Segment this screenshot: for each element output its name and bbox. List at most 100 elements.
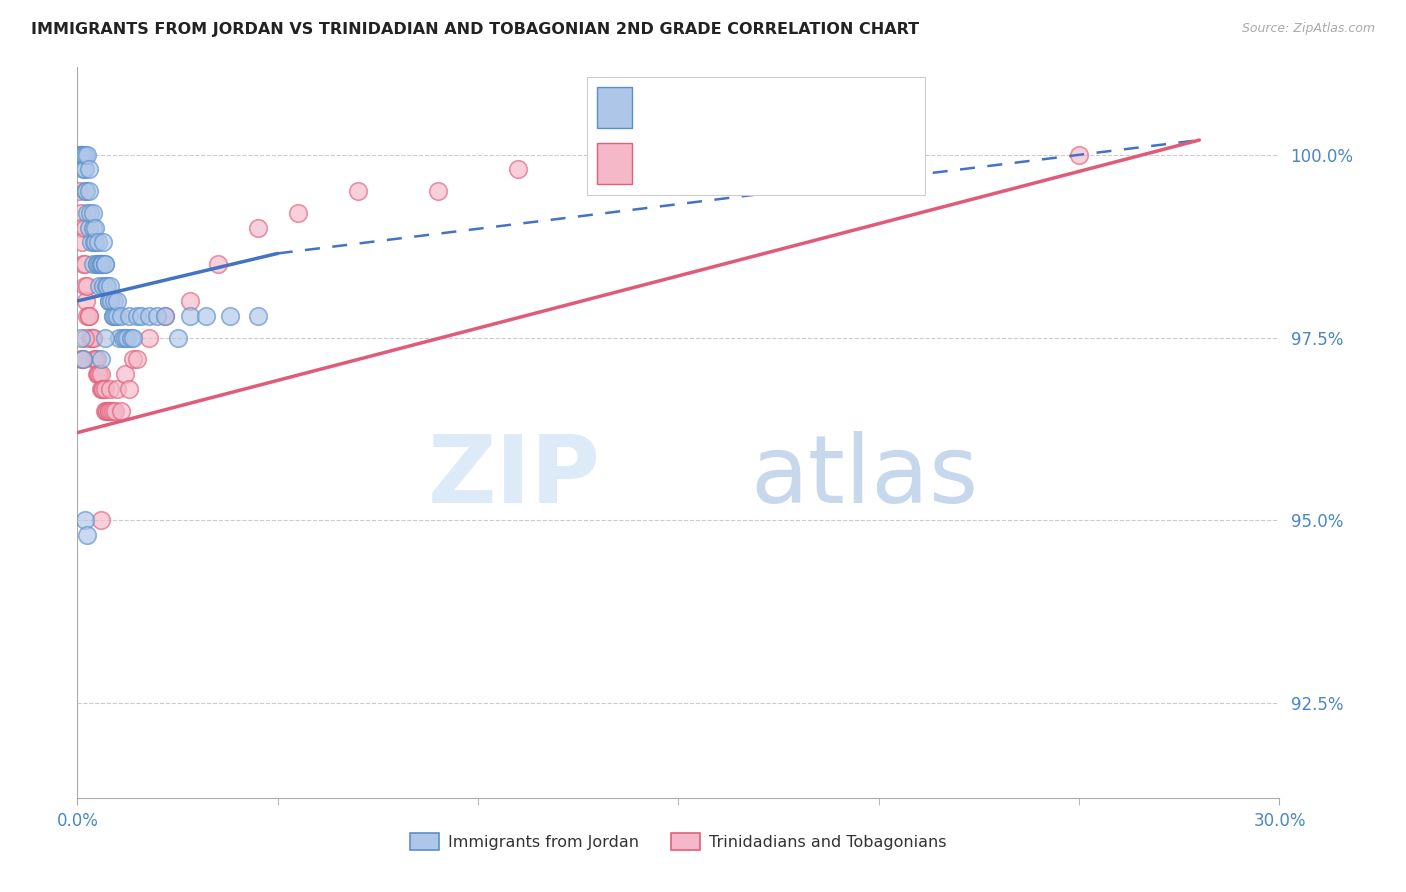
Point	[122, 352, 145, 367]
Point	[627, 162, 650, 177]
Point	[131, 309, 153, 323]
Point	[194, 309, 217, 323]
Point	[93, 257, 115, 271]
Point	[77, 184, 100, 198]
Point	[75, 147, 97, 161]
Point	[127, 352, 149, 367]
Point	[427, 184, 450, 198]
Point	[138, 330, 160, 344]
Point	[87, 235, 110, 250]
Point	[127, 309, 149, 323]
Point	[122, 330, 145, 344]
Point	[90, 367, 112, 381]
Point	[89, 367, 111, 381]
Point	[82, 220, 104, 235]
Point	[94, 382, 117, 396]
Point	[246, 309, 269, 323]
Point	[90, 257, 112, 271]
Point	[91, 382, 114, 396]
Text: 0.101: 0.101	[697, 97, 759, 117]
Text: R =: R =	[650, 97, 692, 117]
Text: N =: N =	[790, 97, 834, 117]
Point	[82, 330, 104, 344]
Point	[72, 352, 94, 367]
Point	[75, 293, 97, 308]
Point	[98, 293, 121, 308]
Point	[72, 162, 94, 177]
Text: IMMIGRANTS FROM JORDAN VS TRINIDADIAN AND TOBAGONIAN 2ND GRADE CORRELATION CHART: IMMIGRANTS FROM JORDAN VS TRINIDADIAN AN…	[31, 22, 920, 37]
Point	[82, 330, 104, 344]
Point	[98, 403, 121, 417]
Point	[107, 293, 129, 308]
Text: 71: 71	[842, 97, 869, 117]
Point	[114, 367, 136, 381]
Point	[117, 330, 139, 344]
Point	[84, 220, 107, 235]
Point	[79, 309, 101, 323]
Point	[83, 352, 105, 367]
Point	[90, 352, 112, 367]
Point	[75, 220, 97, 235]
Point	[83, 235, 105, 250]
Text: 59: 59	[842, 154, 869, 173]
Point	[97, 403, 120, 417]
Point	[90, 382, 112, 396]
Point	[79, 162, 101, 177]
Point	[72, 147, 94, 161]
Point	[82, 206, 104, 220]
Point	[93, 382, 115, 396]
Point	[76, 147, 98, 161]
Point	[93, 279, 115, 293]
Point	[104, 403, 127, 417]
Point	[101, 309, 124, 323]
Point	[155, 309, 177, 323]
Point	[73, 257, 96, 271]
Point	[112, 330, 135, 344]
Point	[508, 162, 530, 177]
Point	[87, 367, 110, 381]
Point	[75, 513, 97, 527]
Point	[103, 293, 125, 308]
FancyBboxPatch shape	[598, 87, 631, 128]
Point	[70, 147, 93, 161]
Point	[70, 147, 93, 161]
Point	[80, 330, 103, 344]
Point	[98, 279, 121, 293]
Point	[155, 309, 177, 323]
Point	[100, 403, 122, 417]
Point	[138, 309, 160, 323]
Point	[287, 206, 309, 220]
Point	[96, 279, 118, 293]
Point	[218, 309, 240, 323]
Text: ZIP: ZIP	[427, 431, 600, 523]
Legend: Immigrants from Jordan, Trinidadians and Tobagonians: Immigrants from Jordan, Trinidadians and…	[404, 827, 953, 856]
Text: atlas: atlas	[751, 431, 979, 523]
Point	[207, 257, 229, 271]
Point	[787, 147, 810, 161]
Point	[76, 309, 98, 323]
Point	[104, 309, 127, 323]
Point	[346, 184, 368, 198]
Point	[105, 309, 128, 323]
Point	[86, 352, 108, 367]
Text: N =: N =	[790, 154, 834, 173]
Point	[108, 330, 131, 344]
Point	[76, 279, 98, 293]
Point	[70, 220, 93, 235]
Text: 0.362: 0.362	[697, 154, 759, 173]
Point	[96, 279, 118, 293]
FancyBboxPatch shape	[586, 77, 925, 195]
Point	[93, 235, 115, 250]
Point	[90, 257, 112, 271]
Point	[94, 330, 117, 344]
Point	[179, 309, 201, 323]
Point	[120, 330, 142, 344]
Point	[80, 235, 103, 250]
Point	[75, 184, 97, 198]
Point	[70, 235, 93, 250]
Point	[76, 528, 98, 542]
Point	[93, 403, 115, 417]
Point	[70, 330, 93, 344]
Point	[98, 382, 121, 396]
Point	[166, 330, 188, 344]
